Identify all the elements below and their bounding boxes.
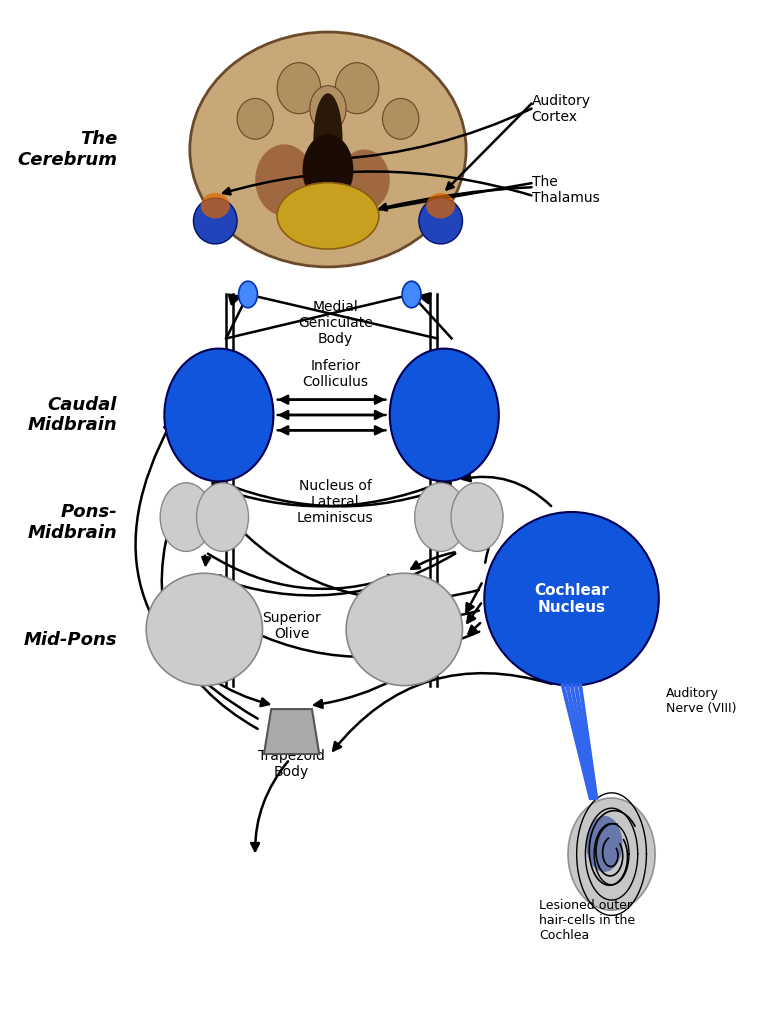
Text: Auditory
Nerve (VIII): Auditory Nerve (VIII) <box>666 687 737 715</box>
Text: Superior
Olive: Superior Olive <box>262 611 321 641</box>
Ellipse shape <box>335 62 379 114</box>
Ellipse shape <box>190 32 466 267</box>
Ellipse shape <box>197 482 248 551</box>
Ellipse shape <box>313 93 342 185</box>
Ellipse shape <box>339 150 390 211</box>
Circle shape <box>402 282 421 308</box>
Text: The
Cerebrum: The Cerebrum <box>17 130 117 169</box>
Ellipse shape <box>165 348 274 481</box>
Text: Mid-Pons: Mid-Pons <box>24 631 117 648</box>
Text: Nucleus of
Lateral
Leminiscus: Nucleus of Lateral Leminiscus <box>297 478 373 525</box>
Ellipse shape <box>194 198 237 244</box>
Ellipse shape <box>237 98 274 139</box>
Ellipse shape <box>415 482 466 551</box>
Ellipse shape <box>160 482 212 551</box>
Polygon shape <box>264 709 319 754</box>
Text: Medial
Geniculate
Body: Medial Geniculate Body <box>298 300 373 346</box>
Ellipse shape <box>568 798 655 910</box>
Text: The
Thalamus: The Thalamus <box>532 175 600 206</box>
Ellipse shape <box>419 198 463 244</box>
Text: Caudal
Midbrain: Caudal Midbrain <box>27 395 117 434</box>
Text: Trapezoid
Body: Trapezoid Body <box>258 750 325 779</box>
Text: Pons-
Midbrain: Pons- Midbrain <box>27 503 117 542</box>
Ellipse shape <box>485 512 659 686</box>
Ellipse shape <box>586 816 623 872</box>
Text: Inferior
Colliculus: Inferior Colliculus <box>303 359 368 389</box>
Text: Lesioned outer
hair-cells in the
Cochlea: Lesioned outer hair-cells in the Cochlea <box>539 899 635 942</box>
Ellipse shape <box>390 348 499 481</box>
Circle shape <box>239 282 258 308</box>
Ellipse shape <box>383 98 419 139</box>
Ellipse shape <box>310 86 346 132</box>
Ellipse shape <box>303 134 354 206</box>
Text: Cochlear
Nucleus: Cochlear Nucleus <box>534 583 609 615</box>
Ellipse shape <box>346 573 463 686</box>
Ellipse shape <box>426 193 455 218</box>
Ellipse shape <box>451 482 503 551</box>
Ellipse shape <box>277 182 379 249</box>
Ellipse shape <box>277 62 321 114</box>
Text: Auditory
Cortex: Auditory Cortex <box>532 93 591 124</box>
Ellipse shape <box>200 193 230 218</box>
Ellipse shape <box>146 573 263 686</box>
Ellipse shape <box>255 144 313 216</box>
